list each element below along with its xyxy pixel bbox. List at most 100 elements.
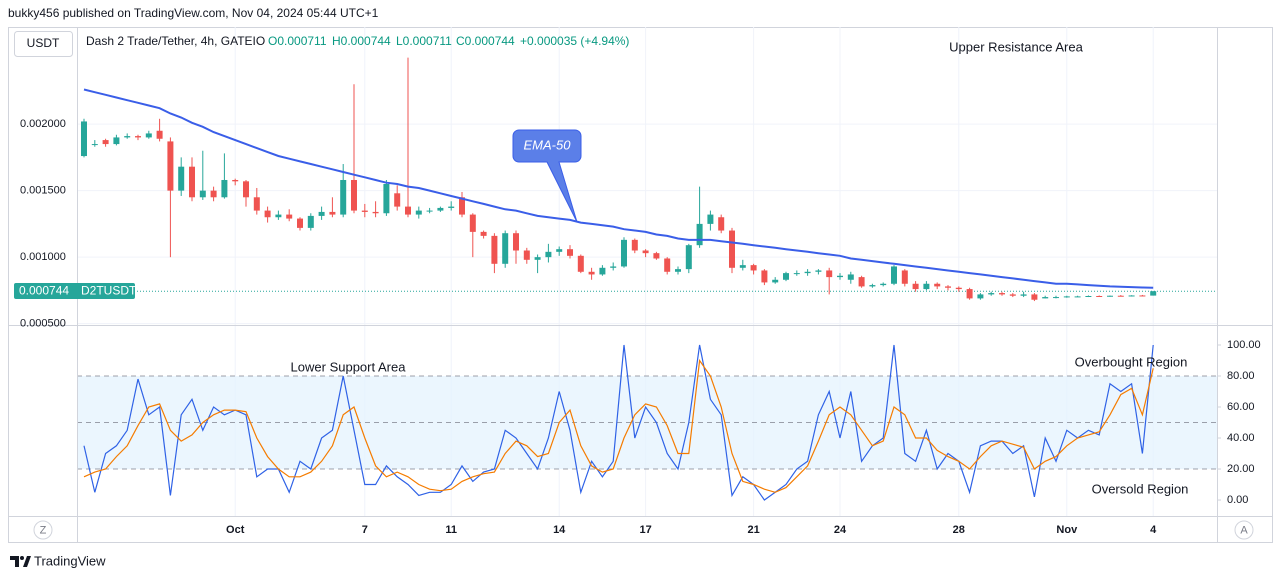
candle-body [1074,296,1081,298]
candle-body [1096,295,1103,297]
logo-shape [23,556,31,567]
candle-body [901,270,908,284]
candle-body [145,133,152,138]
x-tick-label: 7 [362,524,368,536]
candle-body [1150,291,1157,296]
candle-body [783,273,789,280]
candle-body [880,283,887,286]
candle-body [934,283,941,287]
last-price-badge [14,283,135,299]
candle-body [264,210,271,218]
annotation: Overbought Region [1075,354,1188,369]
marks [77,57,1217,501]
auto-button[interactable] [1234,520,1254,540]
candle-body [739,265,746,268]
candle-body [729,230,735,268]
candle-body [232,179,239,182]
candle-body [448,206,455,208]
legend-close: C0.000744 [456,34,515,48]
legend-low: L0.000711 [396,34,452,48]
candle-body [124,136,131,138]
candle-body [945,286,951,288]
legend-open: O0.000711 [268,34,327,48]
candle-body [113,137,120,145]
candle-body [351,179,357,211]
candle-body [210,190,217,198]
x-tick-label: 14 [553,524,566,536]
header: bukky456 published on TradingView.com, N… [8,6,379,20]
currency-button[interactable] [14,31,73,57]
candle-body [243,181,249,198]
candle-body [1107,295,1113,297]
logo-shape [20,556,24,560]
annotation: Oversold Region [1092,481,1189,496]
candle-body [189,166,195,198]
y-tick-label: 0.001000 [20,251,66,263]
y-tick-label: 80.00 [1227,370,1255,382]
candle-body [675,269,681,272]
candle-body [178,166,185,191]
candle-body [696,223,703,246]
last-price-label: 0.000744 [19,284,69,298]
zoom-button[interactable] [33,520,53,540]
candle-body [275,214,282,218]
candle-body [1042,297,1049,299]
candle-body [426,210,433,212]
candle-body [394,193,401,207]
candle-body [480,231,487,236]
x-tick-label: Nov [1056,524,1078,536]
zoom-button-label[interactable]: Z [40,524,47,536]
candle-body [372,211,379,214]
candle-body [999,293,1005,295]
auto-button-label[interactable]: A [1240,524,1248,536]
candle-body [513,233,519,251]
x-tick-label: 24 [834,524,847,536]
candle-body [718,217,725,231]
footer-logo [10,556,31,567]
candle-body [858,277,865,287]
candle-body [199,190,206,198]
candle-body [361,210,368,212]
candle-body [437,207,444,211]
candle-body [491,235,498,264]
candle-body [966,289,973,299]
candle-body [459,197,465,215]
candle-body [599,267,606,275]
candle-body [761,270,768,283]
candle-body [923,283,930,290]
candle-body [621,239,627,267]
candle-body [588,271,595,275]
candle-body [1020,294,1027,296]
candle-body [102,140,109,145]
candle-body [523,250,530,260]
candle-body [91,144,98,146]
candle-body [167,141,174,191]
candle-body [577,255,584,272]
logo-shape [10,556,19,567]
candle-body [653,253,660,259]
legend-high: H0.000744 [332,34,391,48]
candle-body [545,251,552,258]
candle-body [610,266,617,268]
candle-body [1117,295,1124,297]
candle-body [340,179,347,215]
candle-body [329,211,336,215]
candle-body [664,258,671,272]
candle-body [135,136,141,138]
candle-body [307,215,314,228]
x-tick-label: 21 [747,524,759,536]
candle-body [81,121,87,157]
indicator-line [83,358,1154,493]
candle-body [567,249,573,256]
y-tick-label: 0.000500 [20,318,66,330]
candle-body [912,283,919,290]
candle-body [631,239,638,251]
currency[interactable]: USDT [27,36,60,50]
callout [512,129,582,223]
candle-body [1139,295,1146,297]
legend-symbol: Dash 2 Trade/Tether, 4h, GATEIO [86,34,265,48]
candle-body [804,271,811,274]
candle-body [1085,295,1092,297]
chart-frame [8,27,1273,543]
